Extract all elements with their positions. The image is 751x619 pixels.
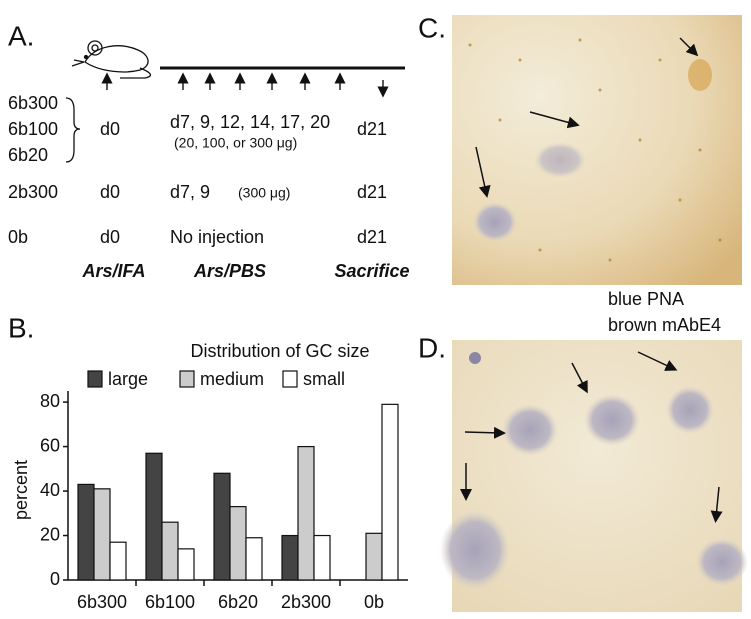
bar <box>365 532 383 581</box>
group-label: 6b300 <box>8 93 58 113</box>
legend-swatch <box>179 370 195 388</box>
bar <box>297 445 315 581</box>
group-label: 6b100 <box>8 119 58 139</box>
chart: 0 20 40 60 80 large medium small 6b300 6b100 6b20 2… <box>40 369 408 612</box>
legend-label: large <box>108 369 148 389</box>
bar <box>213 472 231 581</box>
boost-days: No injection <box>170 227 264 247</box>
panel-label: B. <box>8 312 34 343</box>
dose: (300 μg) <box>238 185 290 201</box>
stain-label: brown mAbE4 <box>608 315 721 335</box>
bar <box>381 403 399 581</box>
y-tick-label: 60 <box>40 435 60 455</box>
group-label: 0b <box>8 227 28 247</box>
dose: (20, 100, or 300 μg) <box>174 135 297 151</box>
bar <box>161 521 179 581</box>
y-axis-label: percent <box>11 460 31 520</box>
bar <box>109 541 127 581</box>
group-label: 2b300 <box>8 182 58 202</box>
injection-arrows <box>101 72 389 98</box>
x-tick-label: 6b100 <box>145 592 195 612</box>
group-label: 6b20 <box>8 145 48 165</box>
bar <box>313 534 331 581</box>
prime-day: d0 <box>100 182 120 202</box>
bar <box>229 506 247 581</box>
legend-swatch <box>87 370 103 388</box>
prime-day: d0 <box>100 227 120 247</box>
x-tick-label: 2b300 <box>281 592 331 612</box>
sacrifice-day: d21 <box>357 182 387 202</box>
column-header: Ars/IFA <box>81 261 145 281</box>
sacrifice-day: d21 <box>357 227 387 247</box>
bar <box>245 537 263 581</box>
y-tick-label: 40 <box>40 480 60 500</box>
group-brace <box>65 97 81 163</box>
y-tick-label: 80 <box>40 391 60 411</box>
x-tick-label: 6b20 <box>218 592 258 612</box>
bar <box>77 483 95 581</box>
boost-days: d7, 9 <box>170 182 210 202</box>
micrograph <box>452 15 742 285</box>
legend-label: medium <box>200 369 264 389</box>
micrograph <box>440 340 748 612</box>
mouse-icon <box>71 40 152 79</box>
panel-label: A. <box>8 20 34 51</box>
y-tick-label: 20 <box>40 524 60 544</box>
boost-days: d7, 9, 12, 14, 17, 20 <box>170 112 330 132</box>
legend-label: small <box>303 369 345 389</box>
stain-label: blue PNA <box>608 289 684 309</box>
prime-day: d0 <box>100 119 120 139</box>
chart-title: Distribution of GC size <box>190 341 369 361</box>
y-tick-label: 0 <box>50 569 60 589</box>
bar <box>177 548 195 581</box>
x-tick-label: 0b <box>364 592 384 612</box>
legend-swatch <box>282 370 298 388</box>
bar <box>145 452 163 581</box>
x-tick-label: 6b300 <box>77 592 127 612</box>
column-header: Sacrifice <box>334 261 409 281</box>
sacrifice-day: d21 <box>357 119 387 139</box>
bar <box>281 534 299 581</box>
column-header: Ars/PBS <box>193 261 266 281</box>
bar <box>93 488 111 581</box>
panel-label: C. <box>418 12 446 43</box>
panel-label: D. <box>418 332 446 363</box>
